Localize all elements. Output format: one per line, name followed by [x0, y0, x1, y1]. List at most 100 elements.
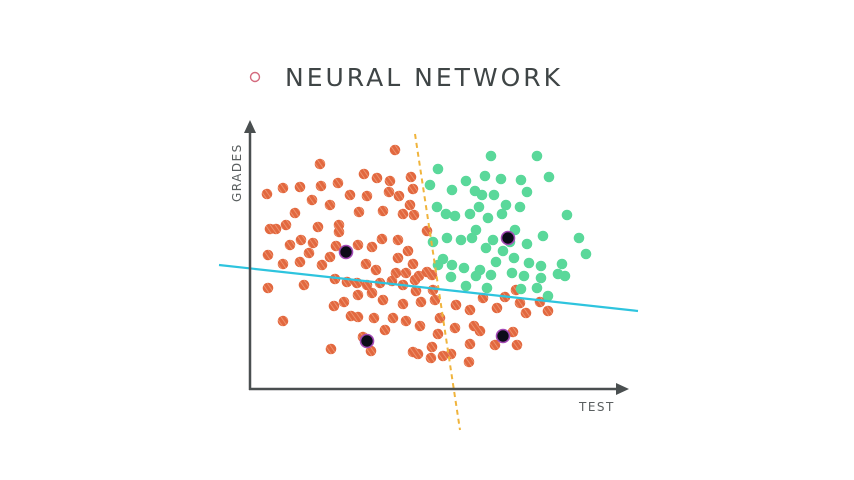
green-data-point [490, 256, 502, 268]
red-data-point [365, 345, 377, 357]
red-data-point [325, 343, 337, 355]
red-data-point [315, 180, 327, 192]
red-data-point [366, 287, 378, 299]
red-data-point [404, 199, 416, 211]
red-data-point [353, 206, 365, 218]
red-data-point [376, 233, 388, 245]
red-data-point [295, 234, 307, 246]
y-axis-label: GRADES [230, 143, 244, 202]
red-data-point [387, 312, 399, 324]
green-data-point [479, 170, 491, 182]
red-data-point [316, 259, 328, 271]
blue-boundary-line [218, 263, 639, 313]
red-data-point [306, 194, 318, 206]
green-data-point [535, 260, 547, 272]
red-data-point [405, 171, 417, 183]
arrow-right-icon [616, 383, 629, 395]
green-data-point [515, 174, 527, 186]
red-data-point [289, 207, 301, 219]
green-data-point [458, 262, 470, 274]
green-data-point [535, 272, 547, 284]
green-data-point [441, 232, 453, 244]
red-data-point [324, 199, 336, 211]
red-data-point [390, 267, 402, 279]
green-data-point [543, 171, 555, 183]
red-data-point [415, 296, 427, 308]
red-data-point [303, 247, 315, 259]
green-data-point [424, 179, 436, 191]
red-data-point [491, 302, 503, 314]
green-data-point [542, 290, 554, 302]
red-data-point [262, 282, 274, 294]
title-marker-icon [249, 71, 261, 83]
green-data-point [559, 270, 571, 282]
red-data-point [389, 144, 401, 156]
red-data-point [407, 183, 419, 195]
red-data-point [397, 208, 409, 220]
green-data-point [506, 267, 518, 279]
red-data-point [332, 177, 344, 189]
red-data-point [366, 241, 378, 253]
red-data-point [377, 294, 389, 306]
green-data-point [446, 259, 458, 271]
red-data-point [474, 325, 486, 337]
red-data-point [409, 274, 421, 286]
green-data-point [495, 173, 507, 185]
green-data-point [473, 201, 485, 213]
green-data-point [518, 270, 530, 282]
highlighted-data-point [500, 230, 516, 246]
red-data-point [371, 172, 383, 184]
green-data-point [561, 209, 573, 221]
green-data-point [556, 258, 568, 270]
red-data-point [333, 226, 345, 238]
green-data-point [464, 208, 476, 220]
green-data-point [482, 212, 494, 224]
red-data-point [368, 312, 380, 324]
green-data-point [466, 232, 478, 244]
green-data-point [508, 252, 520, 264]
green-data-point [487, 234, 499, 246]
red-data-point [429, 294, 441, 306]
red-data-point [307, 237, 319, 249]
red-data-point [277, 182, 289, 194]
green-data-point [446, 184, 458, 196]
red-data-point [489, 339, 501, 351]
red-data-point [425, 352, 437, 364]
red-data-point [294, 256, 306, 268]
red-data-point [400, 315, 412, 327]
green-data-point [470, 270, 482, 282]
green-data-point [523, 257, 535, 269]
red-data-point [450, 299, 462, 311]
green-data-point [480, 242, 492, 254]
red-data-point [384, 175, 396, 187]
green-data-point [488, 189, 500, 201]
red-data-point [514, 297, 526, 309]
red-data-point [507, 326, 519, 338]
green-data-point [521, 186, 533, 198]
red-data-point [511, 339, 523, 351]
green-data-point [485, 150, 497, 162]
red-data-point [426, 341, 438, 353]
green-data-point [531, 282, 543, 294]
green-data-point [432, 163, 444, 175]
red-data-point [407, 346, 419, 358]
arrow-up-icon [244, 120, 256, 133]
red-data-point [464, 338, 476, 350]
red-data-point [437, 350, 449, 362]
green-data-point [481, 282, 493, 294]
red-data-point [338, 296, 350, 308]
green-data-point [514, 201, 526, 213]
green-data-point [427, 236, 439, 248]
green-data-point [440, 208, 452, 220]
green-data-point [580, 248, 592, 260]
red-data-point [408, 209, 420, 221]
red-data-point [379, 324, 391, 336]
red-data-point [324, 251, 336, 263]
green-data-point [515, 283, 527, 295]
data-points [261, 144, 592, 368]
red-data-point [352, 239, 364, 251]
highlighted-data-point [359, 333, 375, 349]
red-data-point [370, 264, 382, 276]
